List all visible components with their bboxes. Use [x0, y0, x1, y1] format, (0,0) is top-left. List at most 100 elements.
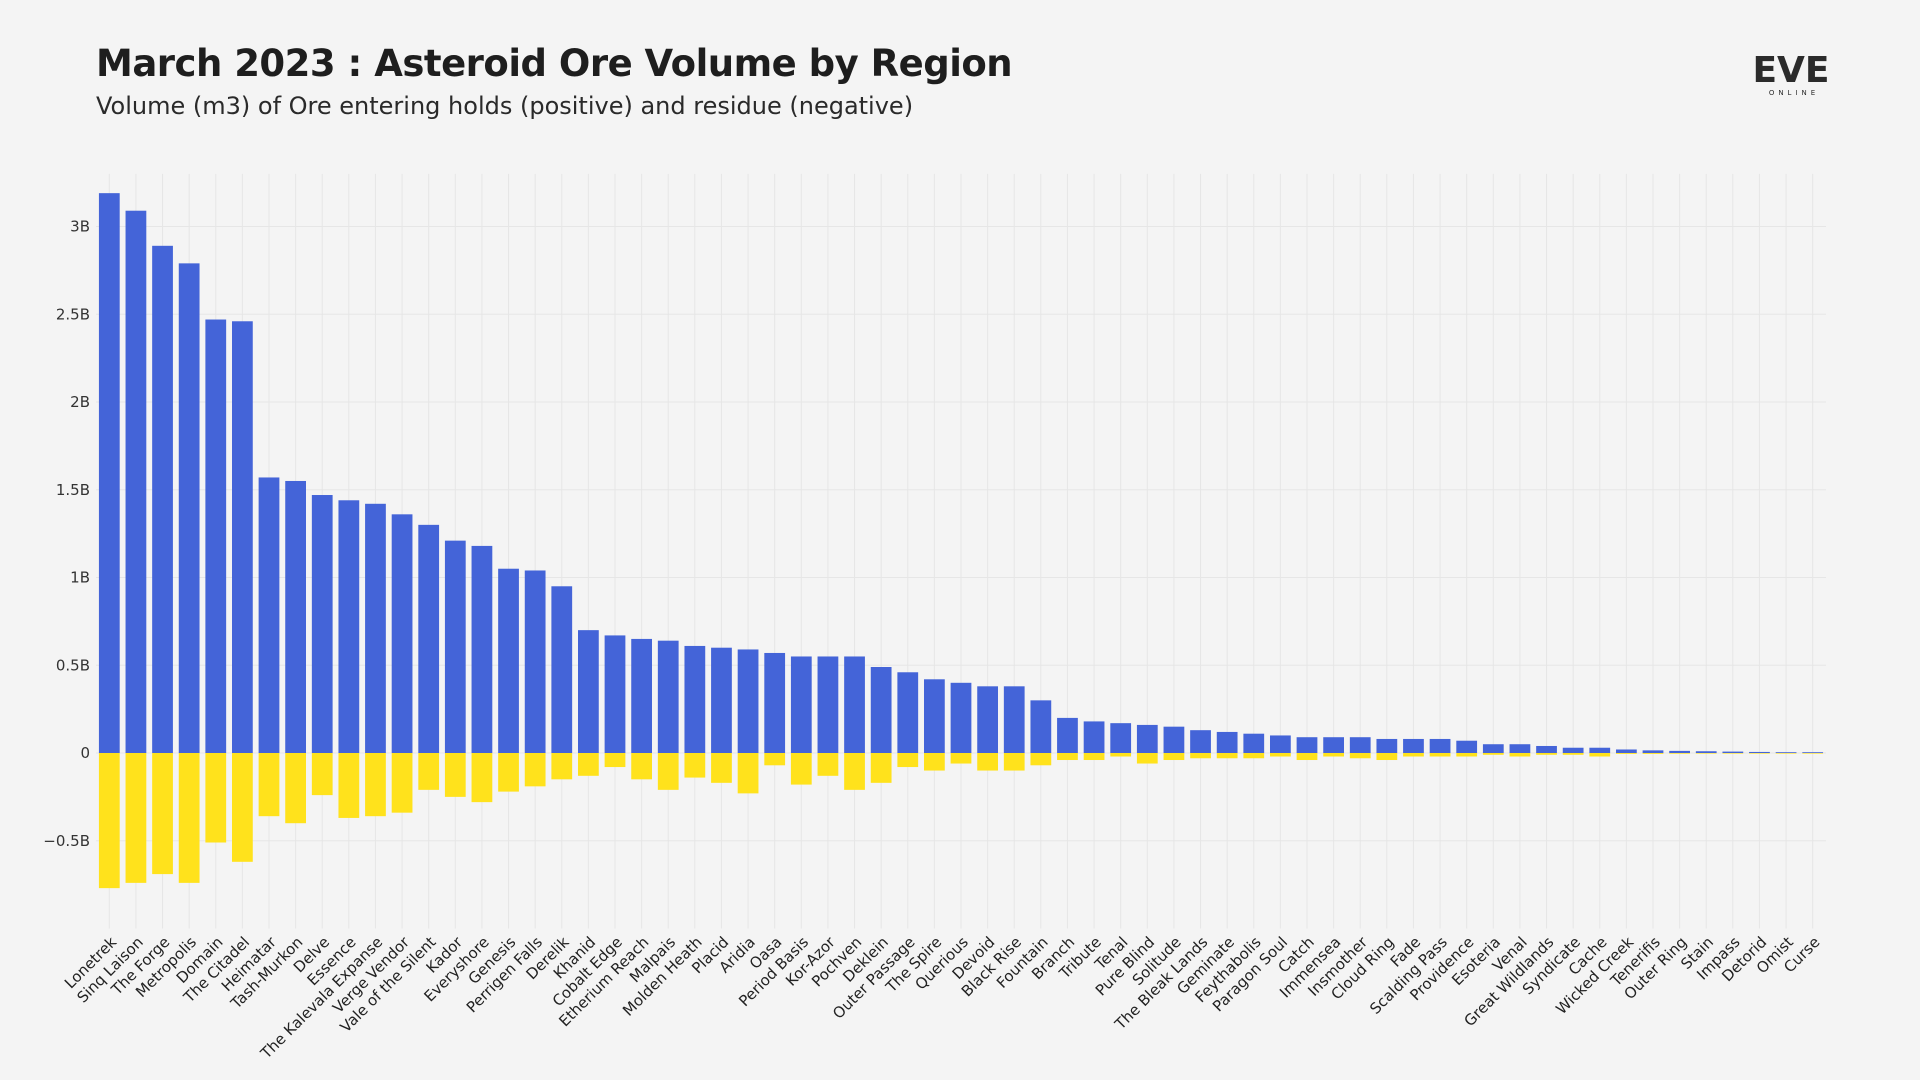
bar-negative	[711, 753, 732, 783]
bar-negative	[551, 753, 573, 780]
logo-subtext: ONLINE	[1769, 89, 1819, 97]
bar-positive	[1695, 751, 1717, 753]
bar-positive	[524, 570, 546, 753]
bar-positive	[1243, 733, 1265, 753]
bar-positive	[391, 514, 413, 753]
bar-positive	[950, 682, 972, 753]
bar-positive	[125, 210, 147, 753]
bar-negative	[1190, 753, 1211, 759]
bar-negative	[1775, 753, 1797, 754]
bar-negative	[737, 753, 759, 794]
bar-negative	[1243, 753, 1265, 759]
bar-negative	[1216, 753, 1238, 759]
y-tick-label: 1.5B	[56, 481, 90, 499]
y-tick-label: −0.5B	[43, 832, 90, 850]
bar-negative	[258, 753, 280, 817]
y-tick-label: 1B	[70, 569, 90, 587]
bar-positive	[924, 679, 945, 753]
bar-positive	[98, 193, 120, 753]
bar-negative	[391, 753, 413, 813]
bar-negative	[657, 753, 679, 790]
bar-positive	[1349, 737, 1371, 753]
bar-negative	[764, 753, 786, 766]
bar-negative	[1562, 753, 1584, 755]
bar-positive	[285, 480, 306, 753]
bar-positive	[1163, 726, 1185, 753]
bar-positive	[1030, 700, 1052, 753]
chart-title: March 2023 : Asteroid Ore Volume by Regi…	[96, 42, 1013, 85]
bar-positive	[1536, 745, 1557, 753]
bar-positive	[338, 500, 360, 753]
chart-subtitle: Volume (m3) of Ore entering holds (posit…	[96, 92, 914, 120]
bar-positive	[1057, 717, 1078, 753]
bar-negative	[844, 753, 865, 790]
bar-positive	[817, 656, 839, 753]
bar-positive	[178, 263, 200, 753]
bar-positive	[1136, 724, 1158, 753]
bar-negative	[1482, 753, 1504, 755]
bar-negative	[498, 753, 519, 792]
bar-negative	[1110, 753, 1132, 757]
bar-positive	[152, 245, 173, 753]
bar-positive	[737, 649, 759, 753]
bar-positive	[1616, 749, 1637, 753]
bar-positive	[711, 647, 732, 753]
bar-negative	[684, 753, 706, 778]
bar-negative	[365, 753, 386, 817]
bar-negative	[1296, 753, 1318, 761]
bar-negative	[631, 753, 652, 780]
bar-positive	[1749, 751, 1770, 753]
y-tick-label: 2B	[70, 393, 90, 411]
bar-positive	[444, 540, 466, 753]
bar-positive	[870, 667, 892, 753]
bar-negative	[418, 753, 440, 790]
bar-positive	[1110, 723, 1132, 753]
bar-negative	[1323, 753, 1344, 757]
bar-negative	[1695, 753, 1717, 754]
bar-negative	[338, 753, 360, 818]
bar-negative	[1163, 753, 1185, 761]
bar-positive	[498, 568, 519, 753]
bar-positive	[418, 524, 440, 753]
bar-positive	[844, 656, 865, 753]
bar-negative	[232, 753, 253, 862]
logo-wordmark: EVE	[1752, 52, 1829, 91]
bar-negative	[285, 753, 306, 824]
y-tick-label: 2.5B	[56, 305, 90, 323]
bar-negative	[178, 753, 200, 883]
bar-positive	[1562, 747, 1584, 753]
bar-negative	[125, 753, 147, 883]
bar-negative	[1589, 753, 1611, 757]
bar-positive	[790, 656, 812, 753]
bar-positive	[205, 319, 227, 753]
bar-negative	[870, 753, 892, 783]
bar-positive	[1589, 747, 1611, 753]
bar-negative	[604, 753, 626, 768]
y-tick-label: 3B	[70, 218, 90, 236]
bar-positive	[977, 686, 998, 753]
bar-positive	[258, 477, 280, 753]
bar-negative	[1642, 753, 1664, 754]
bar-negative	[524, 753, 546, 787]
bar-positive	[232, 321, 253, 753]
bar-positive	[1403, 738, 1424, 753]
bar-negative	[1456, 753, 1478, 757]
bar-positive	[471, 545, 493, 753]
bar-negative	[1083, 753, 1105, 761]
bar-negative	[578, 753, 599, 776]
bar-positive	[311, 495, 333, 753]
bar-positive	[1642, 750, 1664, 753]
bar-negative	[1030, 753, 1052, 766]
bar-positive	[1296, 737, 1318, 753]
bar-negative	[152, 753, 173, 875]
bar-negative	[1003, 753, 1025, 771]
bar-negative	[444, 753, 466, 797]
bar-negative	[1376, 753, 1398, 761]
bar-negative	[1057, 753, 1078, 761]
bar-negative	[1749, 753, 1770, 754]
bar-positive	[1003, 686, 1025, 753]
bar-negative	[950, 753, 972, 764]
bar-positive	[657, 640, 679, 753]
bar-negative	[311, 753, 333, 796]
